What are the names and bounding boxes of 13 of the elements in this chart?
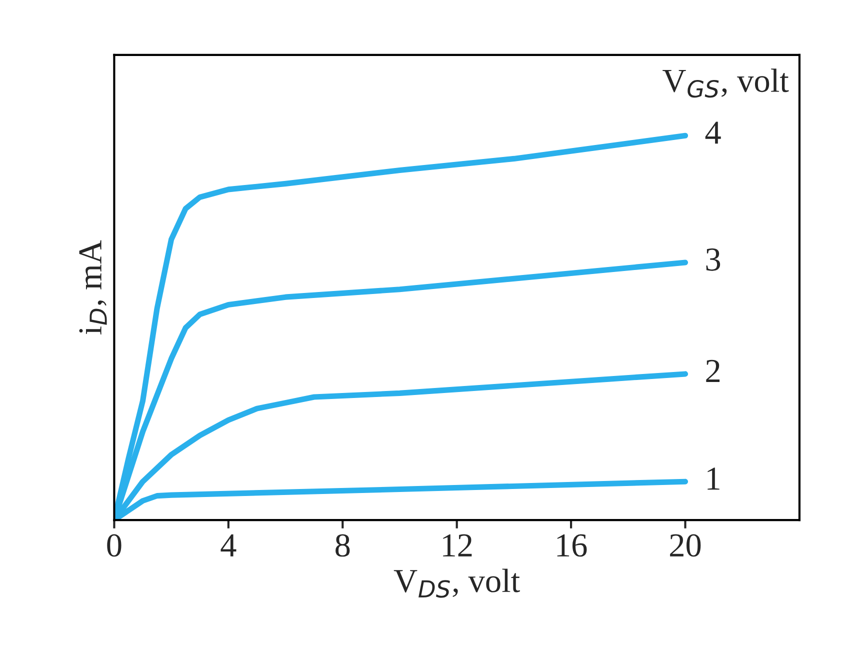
- x-axis-title: V$_{DS}$, volt: [394, 568, 520, 598]
- series-label: 2: [706, 360, 720, 382]
- y-axis-title: i$_{D}$, mA: [79, 240, 107, 334]
- x-tick-label: 16: [557, 534, 587, 557]
- series-label: 3: [706, 248, 720, 271]
- x-tick-label: 20: [670, 534, 701, 557]
- x-tick-label: 12: [443, 534, 472, 556]
- x-tick-label: 0: [107, 534, 122, 557]
- x-tick-label: 8: [336, 534, 350, 557]
- legend-title: V$_{GS}$, volt: [662, 68, 789, 98]
- series-label: 4: [705, 122, 721, 144]
- x-tick-label: 4: [220, 534, 236, 556]
- series-label: 1: [708, 468, 720, 490]
